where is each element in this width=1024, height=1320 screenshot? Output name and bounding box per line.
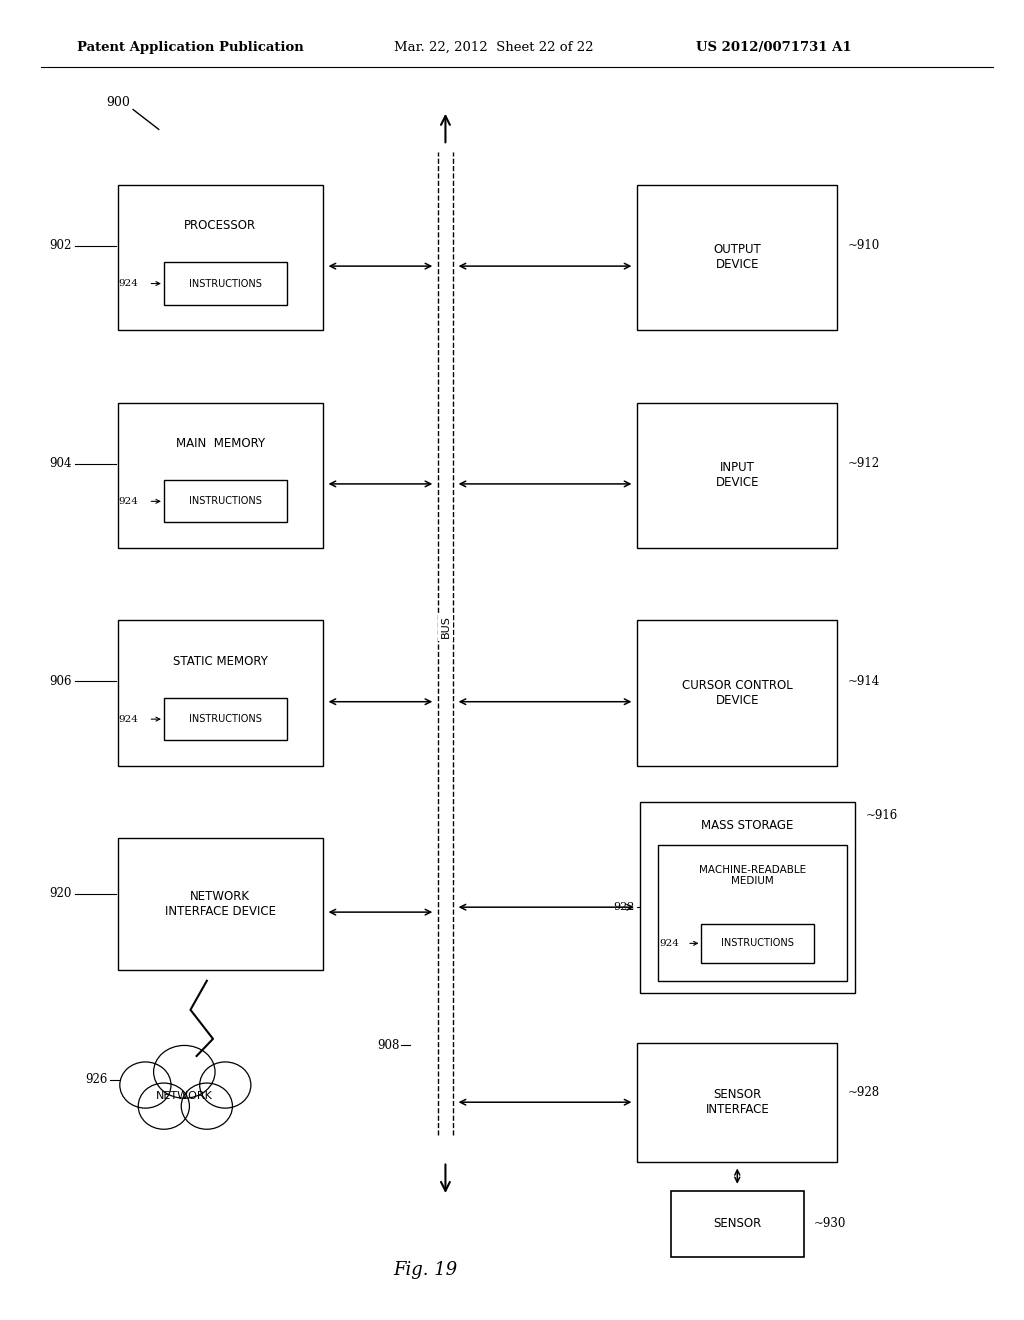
Text: BUS: BUS [440,615,451,639]
Text: CURSOR CONTROL
DEVICE: CURSOR CONTROL DEVICE [682,678,793,708]
Text: 924: 924 [119,496,138,506]
Text: ~912: ~912 [848,457,880,470]
Text: 900: 900 [105,96,130,110]
Text: INSTRUCTIONS: INSTRUCTIONS [188,496,262,507]
Text: MACHINE-READABLE
MEDIUM: MACHINE-READABLE MEDIUM [699,865,806,886]
Text: 922: 922 [613,902,635,912]
Bar [637,185,837,330]
Text: 908: 908 [377,1039,399,1052]
Bar [118,403,323,548]
Text: PROCESSOR: PROCESSOR [184,219,256,232]
Text: 924: 924 [119,714,138,723]
Text: 926: 926 [85,1073,108,1086]
Ellipse shape [138,1082,189,1129]
Bar [657,846,847,982]
Bar [118,185,323,330]
Text: ~930: ~930 [814,1217,847,1230]
Bar [164,698,287,741]
Text: INSTRUCTIONS: INSTRUCTIONS [188,279,262,289]
Text: Mar. 22, 2012  Sheet 22 of 22: Mar. 22, 2012 Sheet 22 of 22 [394,41,594,54]
Bar [671,1191,804,1257]
Ellipse shape [154,1045,215,1098]
Bar [640,803,855,993]
Bar [164,263,287,305]
Text: INSTRUCTIONS: INSTRUCTIONS [188,714,262,725]
Text: ~914: ~914 [848,675,880,688]
Bar [164,480,287,523]
Text: MASS STORAGE: MASS STORAGE [701,820,794,832]
Text: 920: 920 [49,887,72,900]
Text: US 2012/0071731 A1: US 2012/0071731 A1 [696,41,852,54]
Text: STATIC MEMORY: STATIC MEMORY [173,655,267,668]
Text: SENSOR: SENSOR [713,1217,762,1230]
Ellipse shape [200,1061,251,1109]
Bar [637,1043,837,1162]
Text: Fig. 19: Fig. 19 [393,1261,457,1279]
Text: 924: 924 [659,939,679,948]
Text: MAIN  MEMORY: MAIN MEMORY [175,437,265,450]
Text: 906: 906 [49,675,72,688]
Text: SENSOR
INTERFACE: SENSOR INTERFACE [706,1088,769,1117]
Text: ~910: ~910 [848,239,880,252]
Bar [637,620,837,766]
Text: OUTPUT
DEVICE: OUTPUT DEVICE [714,243,761,272]
Text: NETWORK: NETWORK [156,1090,213,1101]
Text: INPUT
DEVICE: INPUT DEVICE [716,461,759,490]
Text: ~928: ~928 [848,1086,880,1100]
Text: NETWORK
INTERFACE DEVICE: NETWORK INTERFACE DEVICE [165,890,275,919]
Ellipse shape [181,1082,232,1129]
Text: 902: 902 [49,239,72,252]
Text: INSTRUCTIONS: INSTRUCTIONS [721,939,795,948]
Bar [118,838,323,970]
Ellipse shape [120,1061,171,1109]
Text: ~916: ~916 [865,809,897,821]
Text: 904: 904 [49,457,72,470]
Bar [118,620,323,766]
Bar [701,924,814,964]
Bar [637,403,837,548]
Text: 924: 924 [119,279,138,288]
Text: Patent Application Publication: Patent Application Publication [77,41,303,54]
